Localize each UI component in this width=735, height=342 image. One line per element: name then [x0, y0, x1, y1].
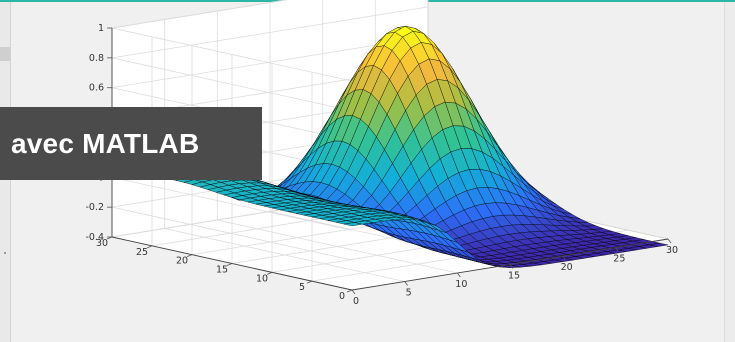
z-tick-label: 0.6 — [89, 83, 104, 94]
x-axis-line — [351, 238, 669, 291]
y-tick-label: 15 — [216, 265, 228, 276]
x-tick-label: 20 — [561, 262, 573, 273]
x-tick-mark — [404, 281, 408, 286]
surface-face — [649, 242, 669, 247]
z-tick-label: 0.8 — [89, 53, 104, 64]
panel-grip — [0, 47, 10, 61]
x-tick-mark — [351, 289, 356, 295]
x-tick-label: 25 — [613, 254, 625, 265]
y-tick-mark — [146, 245, 153, 249]
splitter-dot — [4, 252, 6, 254]
x-tick-mark — [667, 238, 672, 244]
y-tick-label: 20 — [176, 256, 188, 267]
z-tick-label: -0.2 — [85, 202, 104, 213]
x-tick-mark — [562, 255, 566, 261]
y-tick-label: 10 — [256, 273, 268, 284]
x-tick-label: 15 — [508, 271, 520, 282]
y-axis-line — [111, 236, 353, 291]
x-tick-label: 0 — [353, 296, 359, 307]
y-tick-mark — [106, 236, 113, 240]
y-tick-mark — [266, 271, 273, 275]
x-tick-label: 10 — [455, 279, 467, 290]
z-tick-label: -0.4 — [85, 232, 104, 243]
y-tick-label: 30 — [96, 238, 108, 249]
right-panel-edge — [724, 2, 735, 342]
caption-banner: avec MATLAB — [0, 107, 262, 180]
x-tick-mark — [615, 247, 619, 252]
x-tick-mark — [509, 264, 514, 269]
x-tick-label: 30 — [666, 245, 678, 256]
y-tick-label: 5 — [299, 282, 305, 293]
y-tick-mark — [186, 254, 193, 258]
y-tick-mark — [306, 280, 313, 284]
x-tick-label: 5 — [406, 288, 412, 299]
y-tick-label: 25 — [136, 247, 148, 258]
y-tick-label: 0 — [339, 291, 345, 302]
y-tick-mark — [226, 263, 233, 266]
z-tick-label: 1 — [98, 23, 104, 34]
x-tick-mark — [457, 272, 461, 278]
y-tick-mark — [346, 289, 353, 293]
